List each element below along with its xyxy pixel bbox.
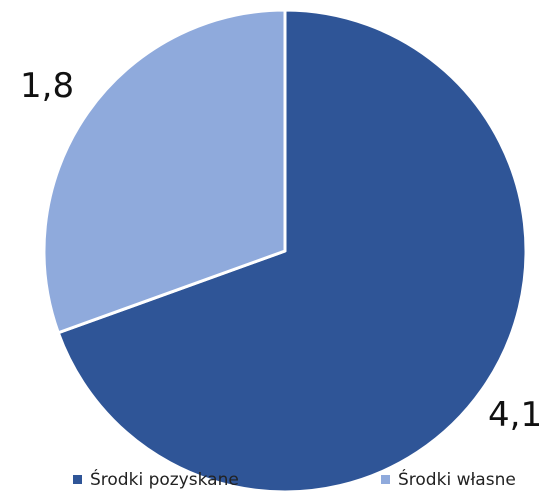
pie-slices bbox=[42, 8, 528, 492]
legend: Środki pozyskane Środki własne bbox=[73, 468, 516, 490]
data-labels: 4,1 1,8 bbox=[20, 66, 542, 435]
data-label-srodki-pozyskane: 4,1 bbox=[488, 395, 542, 435]
legend-label-srodki-wlasne: Środki własne bbox=[398, 468, 516, 490]
pie-slice-srodki-wlasne bbox=[42, 8, 287, 335]
data-label-srodki-wlasne: 1,8 bbox=[20, 66, 74, 106]
pie-slice-srodki-pozyskane bbox=[56, 8, 528, 492]
legend-swatch-srodki-wlasne bbox=[381, 475, 390, 484]
legend-swatch-srodki-pozyskane bbox=[73, 475, 82, 484]
legend-label-srodki-pozyskane: Środki pozyskane bbox=[90, 468, 239, 490]
